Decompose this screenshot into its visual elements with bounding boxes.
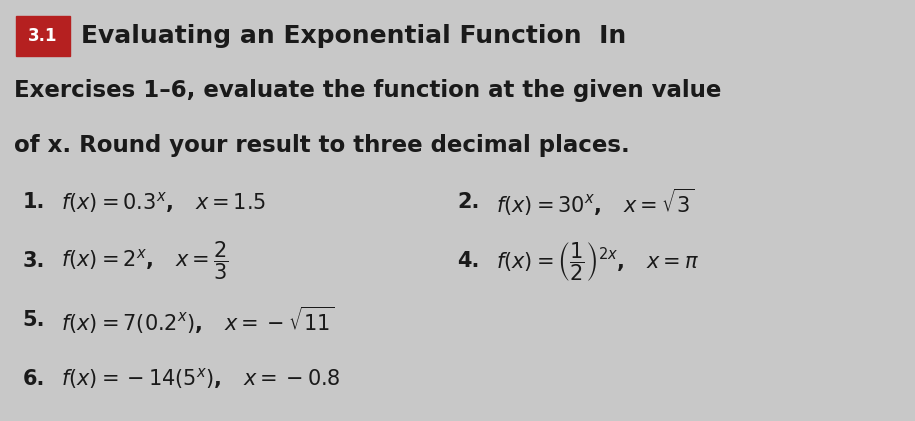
Text: 1.: 1. <box>23 192 45 212</box>
Text: Exercises 1–6, evaluate the function at the given value: Exercises 1–6, evaluate the function at … <box>14 79 721 102</box>
Text: $f(x) = 0.3^x$,   $x = 1.5$: $f(x) = 0.3^x$, $x = 1.5$ <box>61 189 266 215</box>
Text: 3.: 3. <box>23 251 45 271</box>
Text: of x. Round your result to three decimal places.: of x. Round your result to three decimal… <box>14 134 630 157</box>
Text: 2.: 2. <box>458 192 479 212</box>
Text: 3.1: 3.1 <box>28 27 58 45</box>
Text: $f(x) = \left(\dfrac{1}{2}\right)^{2x}$,   $x = \pi$: $f(x) = \left(\dfrac{1}{2}\right)^{2x}$,… <box>496 240 699 282</box>
Text: $f(x) = -14(5^x)$,   $x = -0.8$: $f(x) = -14(5^x)$, $x = -0.8$ <box>61 366 340 392</box>
Text: $f(x) = 7(0.2^x)$,   $x = -\sqrt{11}$: $f(x) = 7(0.2^x)$, $x = -\sqrt{11}$ <box>61 304 335 336</box>
Text: 5.: 5. <box>23 310 46 330</box>
Text: 6.: 6. <box>23 369 45 389</box>
Text: Evaluating an Exponential Function  In: Evaluating an Exponential Function In <box>81 24 626 48</box>
Text: $f(x) = 30^x$,   $x = \sqrt{3}$: $f(x) = 30^x$, $x = \sqrt{3}$ <box>496 187 694 218</box>
Text: 4.: 4. <box>458 251 479 271</box>
FancyBboxPatch shape <box>16 16 70 56</box>
Text: $f(x) = 2^x$,   $x = \dfrac{2}{3}$: $f(x) = 2^x$, $x = \dfrac{2}{3}$ <box>61 240 229 282</box>
